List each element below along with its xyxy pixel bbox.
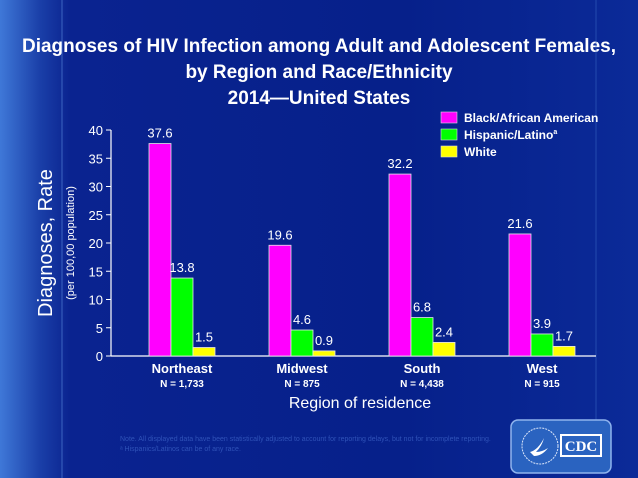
y-tick-label: 25	[89, 208, 103, 223]
bar-midwest-1	[290, 329, 314, 357]
legend-swatch	[440, 128, 458, 141]
chart-title-line-1: Diagnoses of HIV Infection among Adult a…	[21, 36, 616, 57]
legend-label: Black/African American	[464, 111, 598, 125]
data-label: 4.6	[293, 312, 311, 327]
y-axis-label: Diagnoses, Rate	[35, 169, 57, 317]
data-label: 3.9	[533, 316, 551, 331]
data-label: 6.8	[413, 300, 431, 315]
data-label: 21.6	[507, 216, 532, 231]
x-tick-label: South	[404, 361, 441, 376]
y-tick-label: 10	[89, 293, 103, 308]
y-tick-label: 5	[96, 321, 103, 336]
category-note: N = 4,438	[400, 379, 444, 390]
x-axis-label: Region of residence	[289, 395, 431, 412]
data-label: 1.7	[555, 328, 573, 343]
legend-swatch	[440, 145, 458, 158]
y-tick-label: 30	[89, 180, 103, 195]
chart-title-line-2: by Region and Race/Ethnicity	[185, 62, 453, 83]
legend-swatch	[440, 111, 458, 124]
data-label: 0.9	[315, 333, 333, 348]
y-tick-label: 0	[96, 349, 103, 364]
bar-west-2	[552, 345, 576, 357]
bar-south-0	[388, 173, 412, 357]
y-axis-sublabel: (per 100,00 population)	[65, 186, 77, 300]
category-note: N = 875	[284, 379, 320, 390]
footnote-2: ᵃ Hispanics/Latinos can be of any race.	[120, 446, 241, 453]
cdc-logo-text: CDC	[565, 439, 598, 455]
x-tick-label: Midwest	[276, 361, 328, 376]
bar-south-1	[410, 317, 434, 357]
data-label: 2.4	[435, 324, 453, 339]
bar-west-1	[530, 333, 554, 357]
y-tick-label: 40	[89, 123, 103, 138]
bar-northeast-0	[148, 143, 172, 357]
bar-northeast-2	[192, 347, 216, 357]
bar-west-0	[508, 233, 532, 357]
data-label: 32.2	[387, 156, 412, 171]
category-note: N = 915	[524, 379, 560, 390]
y-tick-label: 35	[89, 151, 103, 166]
bar-midwest-2	[312, 350, 336, 357]
y-tick-label: 20	[89, 236, 103, 251]
category-note: N = 1,733	[160, 379, 204, 390]
cdc-logo: CDC	[510, 419, 612, 474]
data-label: 19.6	[267, 227, 292, 242]
data-label: 1.5	[195, 330, 213, 345]
x-tick-label: Northeast	[152, 361, 213, 376]
x-tick-label: West	[527, 361, 558, 376]
bar-south-2	[432, 342, 456, 357]
legend-label: Hispanic/Latinoa	[464, 128, 557, 142]
data-label: 13.8	[169, 260, 194, 275]
chart-title-line-3: 2014—United States	[227, 88, 411, 109]
bar-northeast-1	[170, 277, 194, 357]
legend-label: White	[464, 145, 497, 159]
bar-midwest-0	[268, 244, 292, 357]
y-tick-label: 15	[89, 264, 103, 279]
footnote-1: Note. All displayed data have been stati…	[120, 436, 491, 443]
data-label: 37.6	[147, 126, 172, 141]
